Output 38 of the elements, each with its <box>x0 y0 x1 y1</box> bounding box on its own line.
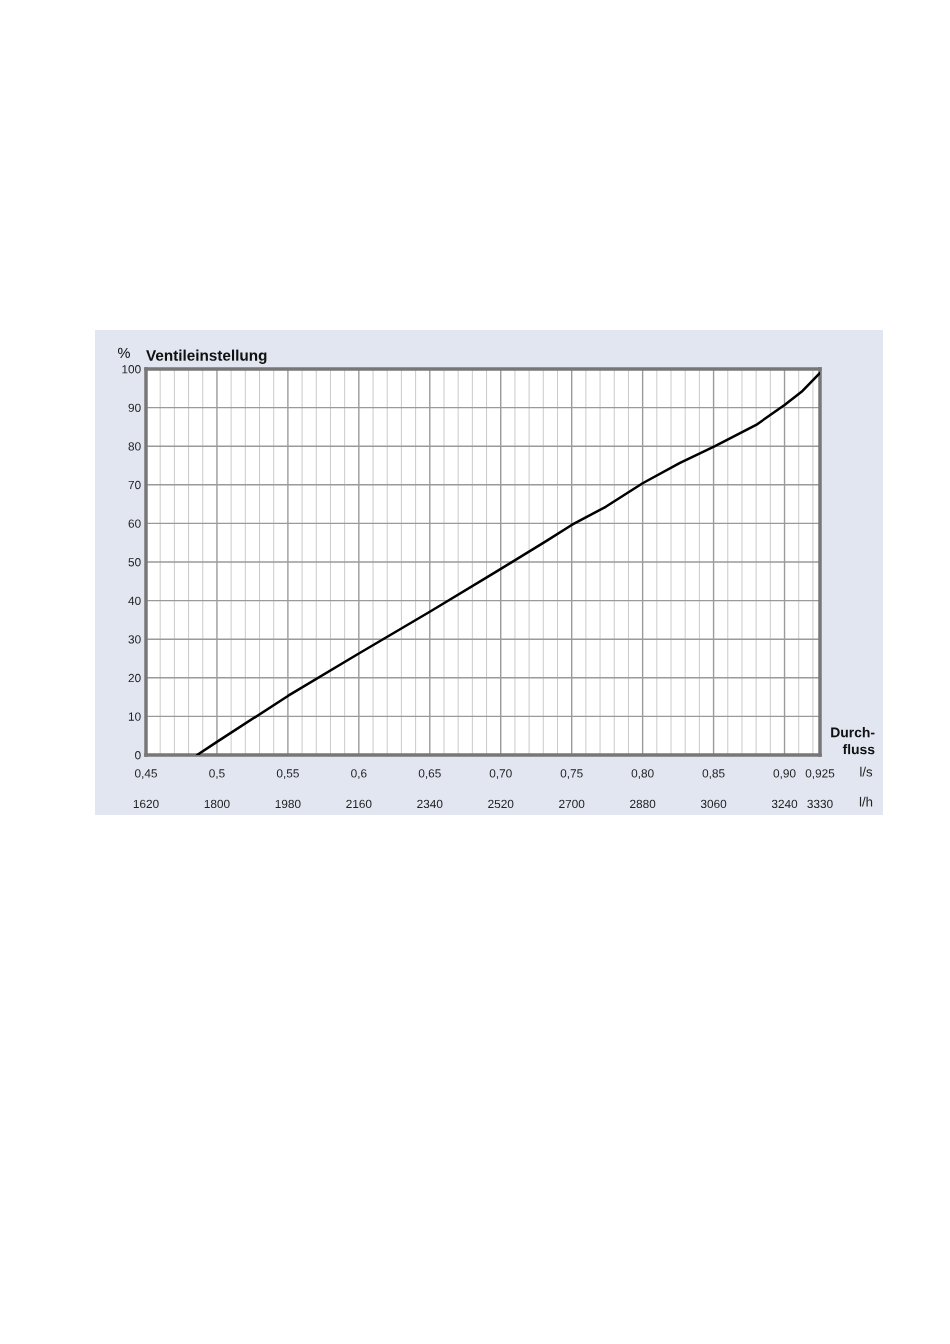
x-tick-label: 0,65 <box>418 769 441 779</box>
x2-tick-label: 2880 <box>630 799 656 809</box>
y-tick-label: 90 <box>128 403 141 412</box>
x-tick-label: 0,55 <box>276 769 299 779</box>
x2-tick-label: 3330 <box>807 799 833 809</box>
x-tick-label: 0,90 <box>773 769 796 779</box>
x-tick-label: 0,925 <box>805 769 835 779</box>
y-tick-label: 70 <box>128 480 141 490</box>
x-tick-label: 0,70 <box>489 769 512 779</box>
x-tick-label: 0,6 <box>351 769 367 779</box>
x2-tick-label: 1620 <box>133 799 159 809</box>
x-tick-label: 0,5 <box>209 769 225 779</box>
y-tick-label: 30 <box>128 635 141 644</box>
y-tick-label: 50 <box>128 558 141 567</box>
y-tick-label: 40 <box>128 596 141 605</box>
x2-tick-label: 3240 <box>771 799 798 809</box>
y-axis-title: % <box>118 347 130 358</box>
text: l/s <box>860 766 873 777</box>
y-tick-label: 60 <box>128 519 141 528</box>
x2-tick-label: 2340 <box>417 799 443 809</box>
x-tick-label: 0,85 <box>702 769 725 779</box>
x2-tick-label: 2520 <box>488 799 514 809</box>
x2-tick-label: 2160 <box>346 799 372 809</box>
x2-tick-label: 1980 <box>275 799 301 809</box>
text: l/h <box>859 796 873 807</box>
chart-title: Ventileinstellung <box>146 349 267 364</box>
y-tick-label: 80 <box>128 442 141 451</box>
y-tick-label: 100 <box>122 365 141 374</box>
x-tick-label: 0,45 <box>134 769 157 779</box>
x2-tick-label: 1800 <box>204 799 230 809</box>
x2-tick-label: 2700 <box>559 799 585 809</box>
x-tick-label: 0,80 <box>631 769 654 779</box>
x-axis-title: Durch- fluss <box>831 727 875 755</box>
x-tick-label: 0,75 <box>560 769 583 779</box>
y-tick-label: 0 <box>135 751 141 760</box>
y-tick-label: 20 <box>128 673 141 683</box>
x2-tick-label: 3060 <box>700 799 727 809</box>
y-tick-label: 10 <box>128 712 141 721</box>
